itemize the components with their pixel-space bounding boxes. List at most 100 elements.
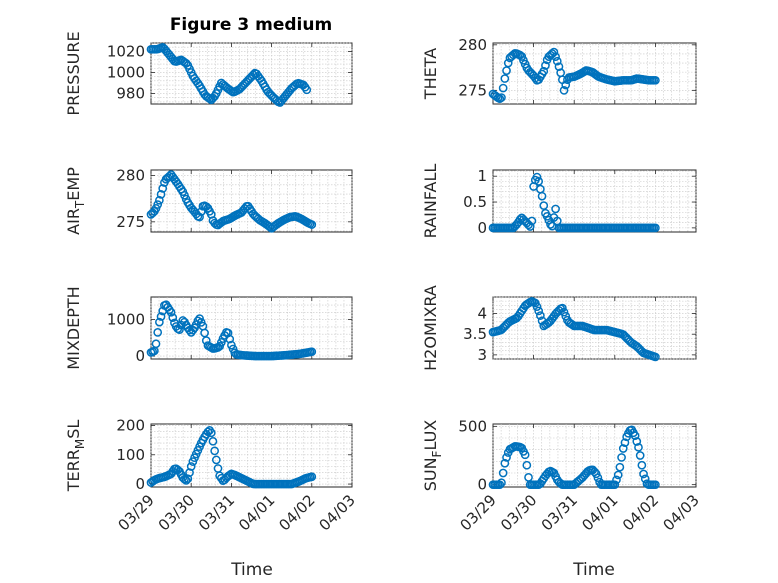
data-point	[539, 201, 549, 210]
data-point	[181, 476, 191, 485]
data-point	[208, 436, 218, 446]
data-point	[188, 457, 198, 466]
y-tick-label: 1	[477, 167, 487, 185]
data-point	[153, 328, 163, 337]
x-tick-label: 04/02	[619, 491, 662, 534]
data-point	[497, 93, 506, 102]
x-tick-label: 04/03	[660, 491, 703, 534]
subplot-mixdepth: 0 1000 MIXDEPTH	[64, 286, 353, 370]
data-point	[554, 62, 564, 72]
data-point	[153, 200, 163, 209]
data-point	[307, 472, 317, 482]
data-point	[527, 216, 537, 226]
y-tick-label: 0	[135, 347, 145, 365]
data-point	[495, 480, 505, 490]
data-point	[561, 80, 571, 90]
data-point	[302, 85, 312, 95]
y-axis-label-subscript: T	[73, 200, 87, 209]
y-axis-label-main: RAINFALL	[421, 164, 440, 239]
y-tick-label: 500	[458, 417, 487, 435]
y-tick-label: 0	[477, 219, 487, 237]
data-point	[618, 444, 628, 453]
data-point	[610, 480, 620, 490]
data-point	[180, 474, 189, 484]
data-point	[206, 428, 216, 438]
data-point	[617, 453, 626, 462]
data-point	[210, 446, 219, 456]
data-point	[166, 307, 176, 317]
data-point	[500, 74, 510, 83]
x-axis-label-left: Time	[230, 560, 273, 580]
data-point	[155, 317, 164, 327]
x-tick-label: 04/01	[578, 491, 621, 534]
data-point	[630, 431, 640, 441]
y-axis-label: TERRMSL	[64, 420, 87, 493]
y-axis-label-main: THETA	[421, 48, 440, 100]
data-point	[205, 94, 214, 103]
y-axis-label: RAINFALL	[421, 164, 440, 239]
data-point	[168, 313, 178, 322]
data-point	[185, 325, 194, 335]
y-tick-label: 0.5	[463, 193, 487, 211]
data-point	[634, 442, 643, 452]
x-tick-label: 03/31	[538, 491, 581, 534]
y-axis-label-main: PRESSURE	[64, 31, 83, 115]
data-point	[158, 184, 168, 193]
y-axis-label-main: TERR	[64, 449, 83, 492]
y-axis-label-main: SUN	[421, 457, 440, 491]
data-point	[225, 334, 235, 344]
y-tick-label: 275	[458, 81, 487, 99]
y-tick-label: 1020	[107, 42, 145, 60]
y-axis-label-main: MIXDEPTH	[64, 286, 83, 369]
data-point	[495, 94, 505, 104]
data-point	[186, 462, 196, 471]
y-axis-label-tail: SL	[64, 420, 83, 439]
data-point	[522, 460, 532, 470]
data-point	[532, 172, 542, 182]
data-point	[551, 204, 560, 214]
y-tick-label: 100	[116, 446, 145, 464]
y-tick-label: 0	[477, 476, 487, 494]
x-tick-label: 03/30	[155, 491, 198, 534]
subplot-pressure: 980 1000 1020 PRESSURE	[64, 31, 353, 116]
data-point	[651, 352, 660, 362]
data-point	[195, 212, 204, 222]
data-point	[613, 470, 623, 480]
y-axis-label-tail: EMP	[64, 167, 83, 201]
data-point	[155, 195, 164, 205]
y-tick-label: 3.5	[463, 325, 487, 343]
data-point	[525, 222, 535, 231]
data-point	[541, 61, 550, 70]
data-point	[651, 480, 660, 490]
data-point	[502, 453, 511, 462]
data-point	[156, 312, 166, 321]
y-axis-label-subscript: M	[73, 439, 87, 449]
y-axis-label: SUNFLUX	[421, 420, 444, 492]
data-point	[175, 325, 184, 334]
data-point	[637, 460, 647, 470]
data-point	[307, 347, 317, 357]
y-tick-label: 280	[116, 167, 145, 185]
x-tick-label: 04/02	[275, 491, 318, 534]
data-point	[635, 451, 645, 460]
y-tick-label: 280	[458, 36, 487, 54]
data-point	[307, 220, 317, 229]
y-axis-label: THETA	[421, 48, 440, 100]
y-tick-label: 0	[135, 475, 145, 493]
x-tick-label: 04/01	[235, 491, 278, 534]
y-tick-label: 3	[477, 346, 487, 364]
data-point	[651, 223, 660, 233]
axes-frame	[150, 169, 353, 233]
y-tick-label: 980	[116, 84, 145, 102]
subplot-h2omixra: 3 3.5 4 H2OMIXRA	[421, 285, 697, 371]
y-axis-label-subscript: F	[430, 450, 444, 457]
data-point	[503, 58, 513, 68]
data-point	[558, 303, 567, 313]
data-point	[639, 469, 648, 479]
data-point	[515, 215, 525, 224]
data-point	[559, 307, 569, 317]
x-tick-label: 03/31	[195, 491, 238, 534]
